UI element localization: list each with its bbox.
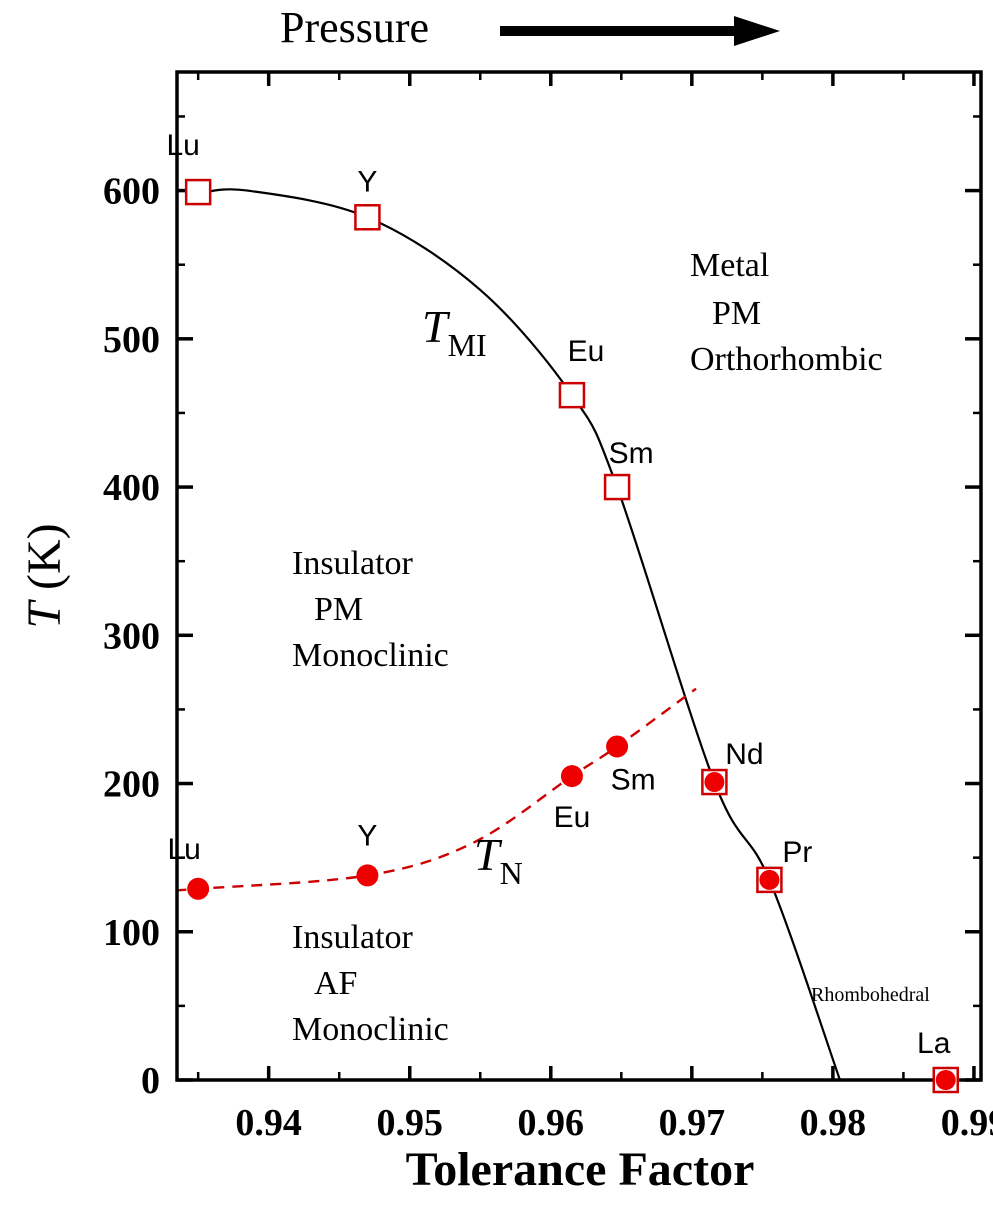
tn-marker [356, 864, 379, 887]
tn-marker [560, 765, 583, 788]
point-label: Lu [167, 833, 200, 866]
tmi-curve-label-symbol: T [422, 301, 451, 352]
point-label: Pr [782, 836, 812, 869]
tmi-curve [198, 188, 841, 1080]
axis-ticks [177, 72, 981, 1082]
y-axis-title: T (K) [18, 523, 71, 628]
region-label-line: AF [314, 965, 357, 1002]
coincident-dot-marker [704, 772, 725, 793]
tmi-marker [184, 178, 212, 206]
point-label: Lu [166, 129, 199, 162]
region-insulator-pm-monoclinic: Insulator PM Monoclinic [292, 545, 449, 674]
point-labels: Lu Y Eu Sm Lu Y Eu Sm Nd Pr La [166, 129, 950, 1060]
y-axis-title-unit: (K) [18, 523, 71, 602]
region-label-line: PM [712, 295, 761, 332]
y-axis-title-symbol: T [18, 599, 71, 629]
x-tick-label: 0.96 [518, 1102, 585, 1144]
tmi-curve-label-sub: MI [448, 327, 487, 363]
point-label: Nd [725, 738, 763, 771]
y-tick-label: 0 [141, 1060, 160, 1102]
region-label-line: Insulator [292, 545, 414, 582]
tmi-curve-label: TMI [422, 301, 487, 363]
y-tick-label: 500 [103, 319, 160, 361]
region-label-line: PM [314, 591, 363, 628]
tn-curve-label-sub: N [500, 855, 523, 891]
y-tick-label: 200 [103, 764, 160, 806]
region-label-line: Orthorhombic [690, 341, 883, 378]
region-label-line: Monoclinic [292, 1011, 449, 1048]
axis-tick-labels: 0.94 0.95 0.96 0.97 0.98 0.99 0 100 200 300 400 500… [103, 171, 993, 1144]
x-tick-label: 0.97 [659, 1102, 726, 1144]
region-insulator-af-monoclinic: Insulator AF Monoclinic [292, 919, 449, 1048]
point-label: Y [357, 819, 377, 852]
pressure-arrow-head [734, 16, 780, 46]
coincident-dot-marker [759, 869, 780, 890]
y-tick-label: 600 [103, 171, 160, 213]
tmi-marker [354, 204, 381, 231]
region-label-line: Monoclinic [292, 637, 449, 674]
plot-frame [175, 70, 983, 1082]
point-label: Eu [568, 335, 605, 368]
data-markers [184, 178, 959, 1094]
point-label: Y [357, 165, 377, 198]
coincident-dot-marker [935, 1070, 956, 1090]
tmi-marker [558, 381, 586, 409]
region-metal-pm-orthorhombic: Metal PM Orthorhombic [690, 247, 883, 378]
y-tick-label: 300 [103, 615, 160, 657]
y-tick-label: 100 [103, 912, 160, 954]
pressure-label: Pressure [280, 3, 429, 52]
point-label: Sm [609, 437, 654, 470]
x-tick-label: 0.94 [235, 1102, 302, 1144]
x-tick-label: 0.95 [376, 1102, 443, 1144]
tmi-marker [603, 473, 631, 501]
y-tick-label: 400 [103, 467, 160, 509]
x-axis-title: Tolerance Factor [406, 1143, 755, 1196]
region-rhombohedral: Rhombohedral [811, 984, 930, 1006]
region-label-line: Insulator [292, 919, 414, 956]
x-tick-label: 0.98 [800, 1102, 867, 1144]
tn-curve-label: TN [474, 829, 523, 891]
tn-curve-label-symbol: T [474, 829, 503, 880]
point-label: Sm [611, 763, 656, 796]
point-label: La [917, 1027, 951, 1060]
point-label: Eu [554, 801, 591, 834]
tn-marker [606, 735, 629, 758]
region-label-line: Metal [690, 247, 769, 284]
x-tick-label: 0.99 [941, 1102, 993, 1144]
tn-marker [187, 877, 210, 900]
